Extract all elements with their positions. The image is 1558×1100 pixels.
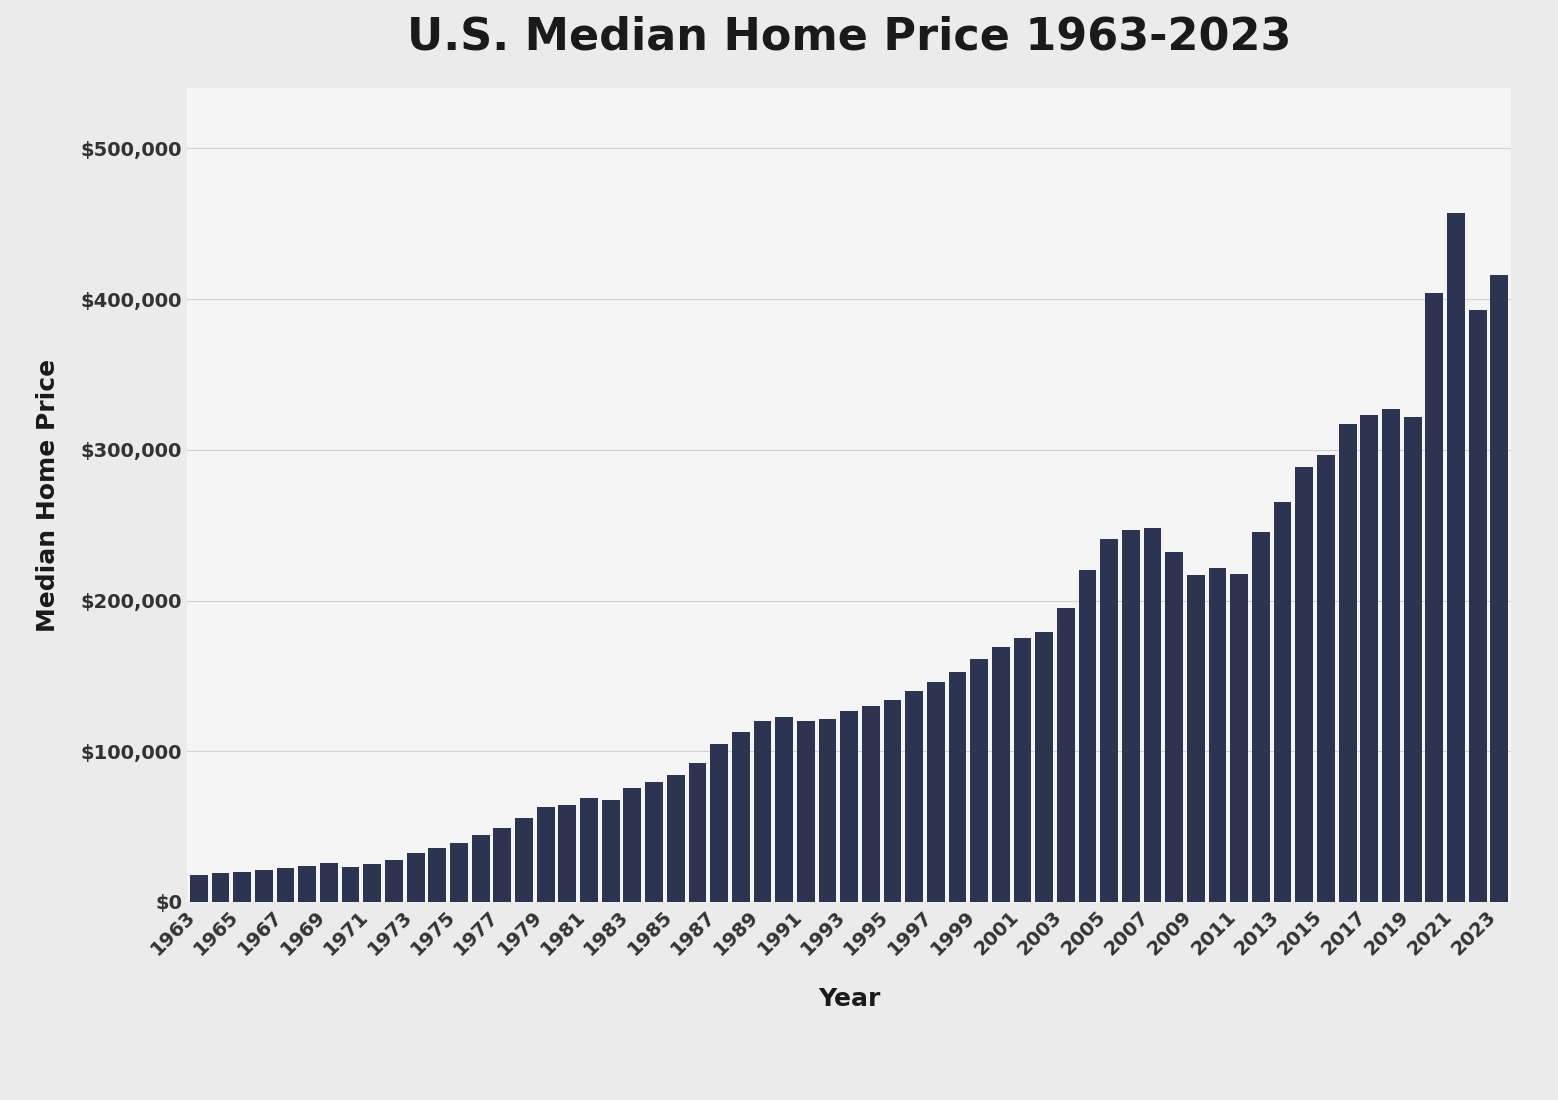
Bar: [1014, 638, 1031, 902]
Bar: [1036, 631, 1053, 902]
Bar: [645, 782, 662, 902]
Bar: [971, 659, 988, 902]
Bar: [732, 733, 749, 902]
Bar: [319, 864, 338, 902]
Bar: [710, 745, 728, 902]
Bar: [407, 852, 424, 902]
Bar: [1253, 532, 1270, 902]
Bar: [385, 860, 404, 902]
Bar: [558, 804, 576, 902]
Bar: [1078, 571, 1097, 902]
Bar: [949, 672, 966, 902]
Bar: [190, 874, 207, 902]
Bar: [667, 774, 684, 902]
Bar: [472, 835, 489, 902]
Bar: [341, 867, 360, 902]
Bar: [1447, 212, 1465, 902]
Bar: [840, 712, 858, 902]
Bar: [1338, 424, 1357, 902]
Bar: [1295, 466, 1313, 902]
Bar: [927, 682, 944, 902]
Bar: [818, 719, 837, 902]
X-axis label: Year: Year: [818, 987, 880, 1011]
Y-axis label: Median Home Price: Median Home Price: [36, 359, 59, 631]
Bar: [776, 717, 793, 902]
Bar: [212, 873, 229, 902]
Bar: [1209, 568, 1226, 902]
Bar: [754, 722, 771, 902]
Bar: [689, 763, 706, 902]
Bar: [1056, 608, 1075, 902]
Bar: [862, 706, 880, 902]
Bar: [1144, 528, 1161, 902]
Bar: [1426, 294, 1443, 902]
Bar: [905, 691, 922, 902]
Bar: [363, 864, 382, 902]
Bar: [428, 848, 446, 902]
Bar: [883, 701, 902, 902]
Bar: [234, 872, 251, 902]
Bar: [1404, 417, 1421, 902]
Bar: [623, 789, 642, 902]
Bar: [256, 870, 273, 902]
Bar: [1231, 573, 1248, 902]
Bar: [1100, 539, 1119, 902]
Bar: [450, 843, 467, 902]
Bar: [1122, 530, 1140, 902]
Bar: [992, 647, 1010, 902]
Title: U.S. Median Home Price 1963-2023: U.S. Median Home Price 1963-2023: [407, 15, 1292, 58]
Bar: [580, 799, 598, 902]
Bar: [1469, 310, 1486, 902]
Bar: [1317, 455, 1335, 902]
Bar: [538, 807, 555, 902]
Bar: [1274, 502, 1292, 902]
Bar: [1360, 415, 1379, 902]
Bar: [277, 868, 294, 902]
Bar: [1491, 275, 1508, 902]
Bar: [299, 866, 316, 902]
Bar: [1165, 552, 1183, 902]
Bar: [796, 722, 815, 902]
Bar: [1187, 575, 1204, 902]
Bar: [601, 800, 620, 902]
Bar: [516, 818, 533, 902]
Bar: [494, 828, 511, 902]
Bar: [1382, 409, 1399, 902]
